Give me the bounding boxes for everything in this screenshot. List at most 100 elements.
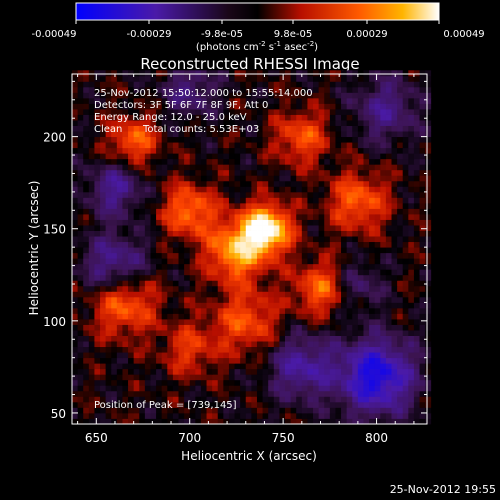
- heatmap-cell: [268, 280, 275, 287]
- heatmap-cell: [273, 202, 280, 209]
- heatmap-cell: [167, 219, 174, 226]
- heatmap-cell: [245, 142, 252, 149]
- heatmap-cell: [307, 169, 314, 176]
- heatmap-cell: [212, 335, 219, 342]
- heatmap-cell: [385, 396, 392, 403]
- heatmap-cell: [402, 241, 409, 248]
- heatmap-cell: [184, 285, 191, 292]
- heatmap-cell: [307, 230, 314, 237]
- heatmap-cell: [374, 120, 381, 126]
- heatmap-cell: [329, 324, 336, 331]
- heatmap-cell: [251, 401, 258, 408]
- heatmap-cell: [385, 86, 392, 93]
- heatmap-cell: [301, 236, 308, 243]
- heatmap-cell: [128, 274, 135, 281]
- heatmap-cell: [139, 158, 146, 165]
- heatmap-cell: [122, 280, 129, 287]
- heatmap-cell: [94, 313, 101, 320]
- heatmap-cell: [352, 341, 359, 348]
- heatmap-cell: [346, 263, 353, 270]
- heatmap-cell: [172, 407, 179, 414]
- heatmap-cell: [279, 352, 286, 359]
- heatmap-cell: [290, 197, 297, 204]
- heatmap-cell: [206, 153, 213, 160]
- heatmap-cell: [178, 412, 185, 419]
- heatmap-cell: [234, 274, 241, 281]
- heatmap-cell: [128, 92, 135, 99]
- heatmap-cell: [313, 125, 320, 132]
- heatmap-cell: [161, 103, 168, 110]
- heatmap-cell: [329, 120, 336, 126]
- heatmap-cell: [391, 214, 398, 220]
- heatmap-cell: [251, 285, 258, 292]
- heatmap-cell: [111, 147, 118, 154]
- heatmap-cell: [369, 346, 376, 353]
- heatmap-cell: [72, 169, 79, 176]
- heatmap-cell: [273, 346, 280, 353]
- heatmap-cell: [133, 269, 140, 276]
- heatmap-cell: [116, 407, 123, 414]
- heatmap-cell: [206, 109, 213, 115]
- heatmap-cell: [380, 274, 387, 281]
- heatmap-cell: [195, 236, 202, 243]
- heatmap-cell: [279, 258, 286, 265]
- heatmap-cell: [116, 379, 123, 386]
- heatmap-cell: [234, 219, 241, 226]
- heatmap-cell: [240, 97, 247, 104]
- heatmap-cell: [413, 280, 420, 287]
- heatmap-cell: [385, 230, 392, 237]
- heatmap-cell: [335, 75, 342, 82]
- heatmap-cell: [369, 263, 376, 270]
- heatmap-cell: [228, 214, 235, 220]
- heatmap-cell: [324, 401, 331, 408]
- heatmap-cell: [156, 285, 163, 292]
- heatmap-cell: [329, 247, 336, 254]
- heatmap-cell: [335, 330, 342, 336]
- heatmap-cell: [100, 319, 107, 325]
- heatmap-cell: [296, 390, 303, 397]
- heatmap-cell: [189, 230, 196, 237]
- heatmap-cell: [178, 103, 185, 110]
- heatmap-cell: [408, 97, 415, 104]
- heatmap-cell: [128, 363, 135, 370]
- heatmap-cell: [88, 142, 95, 149]
- heatmap-cell: [189, 401, 196, 408]
- heatmap-cell: [318, 269, 325, 276]
- heatmap-cell: [223, 131, 230, 138]
- heatmap-cell: [279, 81, 286, 88]
- heatmap-cell: [139, 197, 146, 204]
- heatmap-cell: [167, 346, 174, 353]
- heatmap-cell: [200, 324, 207, 331]
- heatmap-cell: [408, 109, 415, 115]
- heatmap-cell: [206, 169, 213, 176]
- heatmap-cell: [167, 214, 174, 220]
- heatmap-cell: [150, 191, 157, 198]
- heatmap-cell: [341, 390, 348, 397]
- heatmap-cell: [324, 258, 331, 265]
- heatmap-cell: [273, 197, 280, 204]
- heatmap-cell: [335, 142, 342, 149]
- heatmap-cell: [167, 352, 174, 359]
- heatmap-cell: [369, 247, 376, 254]
- heatmap-cell: [156, 230, 163, 237]
- heatmap-cell: [116, 324, 123, 331]
- heatmap-cell: [167, 197, 174, 204]
- heatmap-cell: [313, 307, 320, 314]
- heatmap-cell: [144, 247, 151, 254]
- heatmap-cell: [128, 97, 135, 104]
- heatmap-cell: [369, 147, 376, 154]
- heatmap-cell: [83, 313, 90, 320]
- heatmap-cell: [335, 363, 342, 370]
- heatmap-cell: [189, 319, 196, 325]
- heatmap-cell: [94, 131, 101, 138]
- heatmap-cell: [301, 169, 308, 176]
- heatmap-cell: [374, 263, 381, 270]
- heatmap-cell: [122, 341, 129, 348]
- heatmap-cell: [374, 164, 381, 171]
- heatmap-cell: [184, 120, 191, 126]
- heatmap-cell: [77, 114, 84, 121]
- heatmap-cell: [318, 363, 325, 370]
- heatmap-cell: [240, 352, 247, 359]
- heatmap-cell: [234, 352, 241, 359]
- heatmap-cell: [133, 374, 140, 381]
